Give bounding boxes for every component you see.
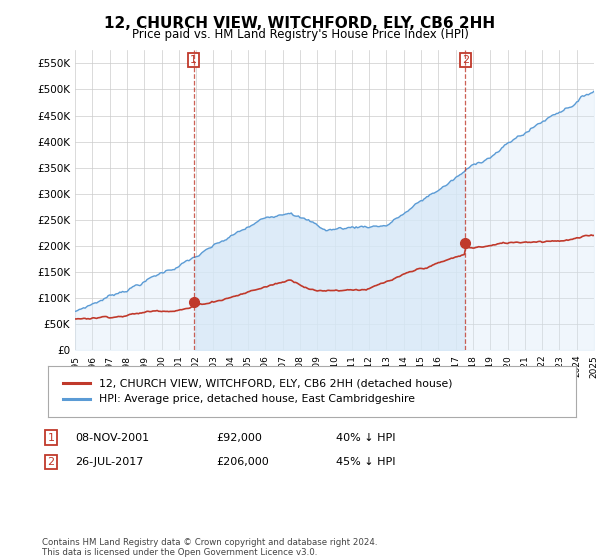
- Text: 1: 1: [190, 55, 197, 65]
- Text: 45% ↓ HPI: 45% ↓ HPI: [336, 457, 395, 467]
- Text: £92,000: £92,000: [216, 433, 262, 443]
- Text: 1: 1: [47, 433, 55, 443]
- Legend: 12, CHURCH VIEW, WITCHFORD, ELY, CB6 2HH (detached house), HPI: Average price, d: 12, CHURCH VIEW, WITCHFORD, ELY, CB6 2HH…: [59, 374, 457, 409]
- Text: £206,000: £206,000: [216, 457, 269, 467]
- Text: Price paid vs. HM Land Registry's House Price Index (HPI): Price paid vs. HM Land Registry's House …: [131, 28, 469, 41]
- Text: 2: 2: [462, 55, 469, 65]
- Text: 12, CHURCH VIEW, WITCHFORD, ELY, CB6 2HH: 12, CHURCH VIEW, WITCHFORD, ELY, CB6 2HH: [104, 16, 496, 31]
- Text: Contains HM Land Registry data © Crown copyright and database right 2024.
This d: Contains HM Land Registry data © Crown c…: [42, 538, 377, 557]
- Text: 40% ↓ HPI: 40% ↓ HPI: [336, 433, 395, 443]
- Text: 08-NOV-2001: 08-NOV-2001: [75, 433, 149, 443]
- Text: 2: 2: [47, 457, 55, 467]
- Text: 26-JUL-2017: 26-JUL-2017: [75, 457, 143, 467]
